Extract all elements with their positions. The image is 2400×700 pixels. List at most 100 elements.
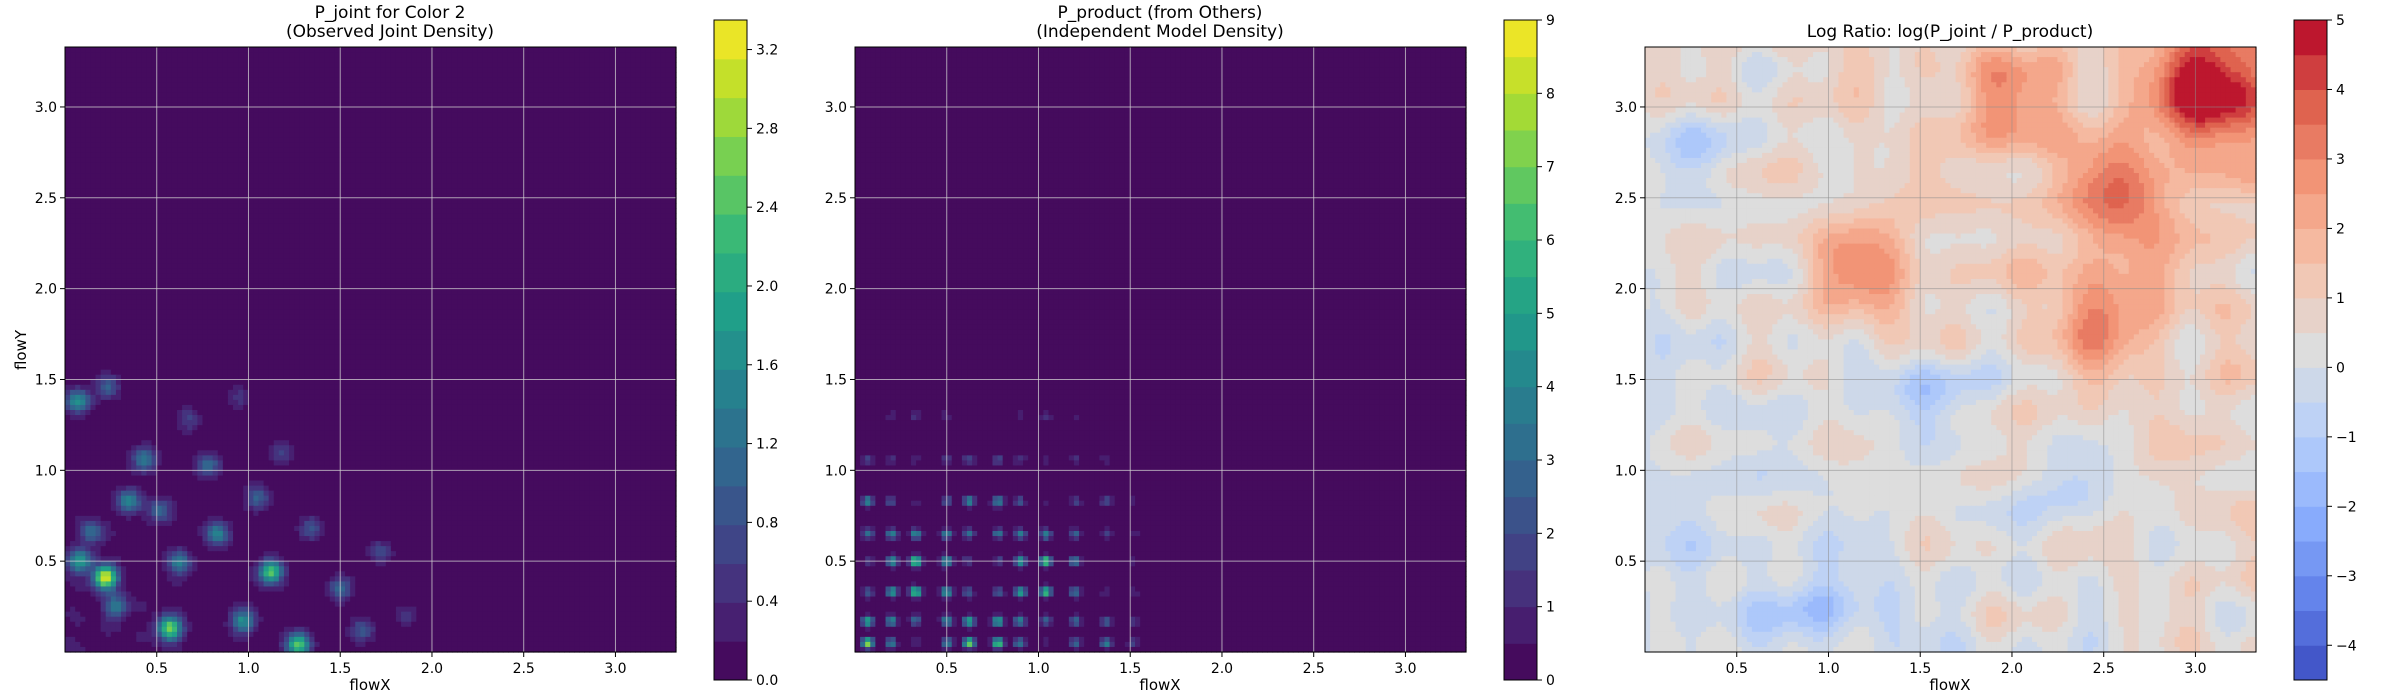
field-cell xyxy=(431,122,438,129)
field-cell xyxy=(563,198,570,204)
field-cell xyxy=(411,243,417,250)
field-cell xyxy=(319,233,326,240)
field-cell xyxy=(151,228,158,235)
field-cell xyxy=(467,117,473,124)
field-cell xyxy=(100,82,107,88)
field-cell xyxy=(502,87,509,93)
field-cell xyxy=(589,218,596,225)
field-cell xyxy=(589,178,596,184)
field-cell xyxy=(411,152,417,159)
field-cell xyxy=(222,102,229,109)
field-cell xyxy=(177,62,183,68)
field-cell xyxy=(640,62,647,68)
field-cell xyxy=(609,152,616,159)
field-cell xyxy=(528,238,535,245)
field-cell xyxy=(85,142,92,149)
field-cell xyxy=(395,67,402,73)
field-cell xyxy=(90,183,97,189)
field-cell xyxy=(548,107,555,114)
field-cell xyxy=(599,157,606,164)
field-cell xyxy=(268,238,275,245)
field-cell xyxy=(345,238,351,245)
field-cell xyxy=(197,112,204,119)
field-cell xyxy=(426,157,433,164)
field-cell xyxy=(406,223,412,230)
field-cell xyxy=(528,47,535,53)
field-cell xyxy=(497,223,504,230)
field-cell xyxy=(472,77,479,83)
field-cell xyxy=(294,193,300,199)
field-cell xyxy=(482,198,489,204)
field-cell xyxy=(95,137,102,144)
field-cell xyxy=(289,107,295,114)
field-cell xyxy=(380,162,387,169)
field-cell xyxy=(283,122,290,129)
field-cell xyxy=(105,203,112,209)
field-cell xyxy=(80,198,86,204)
field-cell xyxy=(370,188,377,194)
field-cell xyxy=(192,223,198,230)
field-cell xyxy=(660,157,667,164)
field-cell xyxy=(146,57,153,63)
field-cell xyxy=(227,82,234,88)
field-cell xyxy=(431,127,438,134)
field-cell xyxy=(370,233,377,240)
field-cell xyxy=(278,173,285,179)
field-cell xyxy=(324,248,331,255)
field-cell xyxy=(146,162,153,169)
field-cell xyxy=(416,168,423,174)
field-cell xyxy=(161,47,168,53)
field-cell xyxy=(278,107,285,114)
field-cell xyxy=(314,92,321,99)
field-cell xyxy=(446,183,453,189)
field-cell xyxy=(614,243,621,250)
field-cell xyxy=(197,173,204,179)
field-cell xyxy=(533,47,540,53)
field-cell xyxy=(472,92,479,99)
field-cell xyxy=(472,173,479,179)
field-cell xyxy=(339,253,346,260)
field-cell xyxy=(314,127,321,134)
field-cell xyxy=(115,193,122,199)
field-cell xyxy=(85,188,92,194)
field-cell xyxy=(670,87,677,93)
field-cell xyxy=(533,152,540,159)
field-cell xyxy=(385,117,392,124)
field-cell xyxy=(670,173,677,179)
field-cell xyxy=(248,122,254,129)
field-cell xyxy=(304,233,310,240)
field-cell xyxy=(380,218,387,225)
field-cell xyxy=(665,127,672,134)
field-cell xyxy=(238,213,244,220)
field-cell xyxy=(121,67,127,73)
field-cell xyxy=(574,147,580,154)
field-cell xyxy=(370,87,377,93)
field-cell xyxy=(90,82,97,88)
field-cell xyxy=(660,97,667,104)
field-cell xyxy=(65,203,71,209)
field-cell xyxy=(95,193,102,199)
field-cell xyxy=(421,218,428,225)
field-cell xyxy=(233,77,239,83)
field-cell xyxy=(151,243,158,250)
field-cell xyxy=(339,193,346,199)
field-cell xyxy=(339,92,346,99)
field-cell xyxy=(558,87,565,93)
field-cell xyxy=(513,233,519,240)
field-cell xyxy=(650,97,657,104)
field-cell xyxy=(171,233,178,240)
field-cell xyxy=(482,107,489,114)
field-cell xyxy=(273,112,280,119)
field-cell xyxy=(85,253,92,260)
field-cell xyxy=(645,152,652,159)
field-cell xyxy=(523,82,529,88)
field-cell xyxy=(115,238,122,245)
field-cell xyxy=(319,157,326,164)
field-cell xyxy=(365,52,372,58)
field-cell xyxy=(426,152,433,159)
field-cell xyxy=(339,117,346,124)
field-cell xyxy=(141,67,148,73)
field-cell xyxy=(136,147,142,154)
field-cell xyxy=(670,57,677,63)
field-cell xyxy=(171,188,178,194)
